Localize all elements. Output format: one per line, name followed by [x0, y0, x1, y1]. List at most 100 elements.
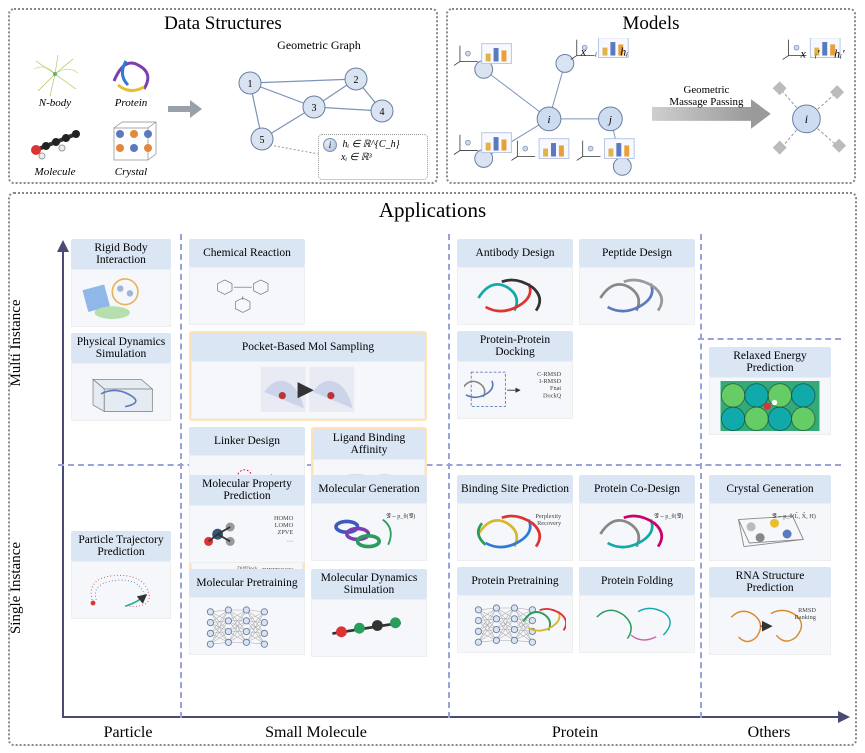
svg-text:𝒢⃗ ∼ p_θ(L̃, X̃, H): 𝒢⃗ ∼ p_θ(L̃, X̃, H)	[772, 511, 816, 519]
svg-text:ZPVE: ZPVE	[277, 529, 293, 536]
app-card-thumb	[579, 595, 695, 653]
svg-text:HOMO: HOMO	[274, 515, 294, 522]
app-card: Crystal Generation 𝒢⃗ ∼ p_θ(L̃, X̃, H)	[709, 475, 831, 561]
app-card-label: Molecular Property Prediction	[189, 475, 305, 505]
svg-text:3: 3	[312, 103, 317, 114]
app-card-thumb: RMSDRanking	[709, 597, 831, 655]
x-label-smallmol: Small Molecule	[188, 724, 444, 742]
x-label-others: Others	[704, 724, 834, 742]
ds-item-label: Crystal	[115, 166, 147, 178]
app-card: Physical Dynamics Simulation	[71, 333, 171, 421]
app-card: Pocket-Based Mol Sampling	[189, 331, 427, 421]
app-card-label: Physical Dynamics Simulation	[71, 333, 171, 363]
app-card-thumb	[579, 267, 695, 325]
app-card-label: Binding Site Prediction	[457, 475, 573, 503]
svg-text:1: 1	[248, 79, 253, 90]
x-label: x⃗ᵢ	[580, 45, 597, 59]
app-card: Protein Pretraining	[457, 567, 573, 653]
app-card-thumb: HOMOLOMOZPVE…	[189, 505, 305, 563]
app-card-label: Molecular Generation	[311, 475, 427, 503]
svg-text:Fnat: Fnat	[550, 385, 561, 392]
x-label-protein: Protein	[452, 724, 698, 742]
ds-item-molecule: Molecule	[18, 111, 92, 178]
app-card: Binding Site PredictionPerplexityRecover…	[457, 475, 573, 561]
app-card-label: Ligand Binding Affinity	[313, 429, 425, 459]
app-card: Particle Trajectory Prediction	[71, 531, 171, 619]
app-card: Molecular Pretraining	[189, 569, 305, 655]
svg-text:i: i	[805, 112, 808, 126]
svg-text:I-RMSD: I-RMSD	[539, 378, 561, 385]
app-card-label: Antibody Design	[457, 239, 573, 267]
app-card-label: Molecular Dynamics Simulation	[311, 569, 427, 599]
svg-text:Ranking: Ranking	[795, 614, 817, 621]
app-card-label: Relaxed Energy Prediction	[709, 347, 831, 377]
models-panel: Models i j	[446, 8, 856, 184]
v-divider-2	[448, 234, 450, 718]
nbody-icon	[28, 51, 82, 97]
svg-text:DockQ: DockQ	[543, 392, 562, 399]
applications-panel: Applications Single Instance Multi Insta…	[8, 192, 857, 746]
app-card-thumb	[71, 561, 171, 619]
feature-h-expr: hᵢ ∈ ℝ^{C_h}	[340, 139, 400, 150]
app-card-label: Protein Co-Design	[579, 475, 695, 503]
protein-icon	[104, 51, 158, 97]
app-card-thumb	[71, 363, 171, 421]
x-axis	[62, 716, 840, 718]
app-card: RNA Structure PredictionRMSDRanking	[709, 567, 831, 655]
app-card-thumb	[191, 361, 425, 419]
svg-text:LOMO: LOMO	[274, 522, 293, 529]
app-card-label: Particle Trajectory Prediction	[71, 531, 171, 561]
app-card-label: Chemical Reaction	[189, 239, 305, 267]
app-card-thumb: C-RMSDI-RMSDFnatDockQ	[457, 361, 573, 419]
geometric-graph-title: Geometric Graph	[206, 38, 432, 53]
svg-text:x⃗ᵢ′: x⃗ᵢ′	[799, 47, 819, 61]
feature-node-icon: i	[323, 138, 337, 152]
app-card: Antibody Design	[457, 239, 573, 325]
app-card-thumb	[71, 269, 171, 327]
svg-text:RMSD: RMSD	[798, 607, 816, 614]
models-title: Models	[448, 10, 854, 35]
app-card-thumb: PerplexityRecovery	[457, 503, 573, 561]
app-card-label: Linker Design	[189, 427, 305, 455]
app-card: Molecular Dynamics Simulation	[311, 569, 427, 657]
app-card-thumb	[709, 377, 831, 435]
region-smallmol-single: Molecular Property PredictionHOMOLOMOZPV…	[186, 472, 446, 660]
app-card: Rigid Body Interaction	[71, 239, 171, 327]
svg-text:Geometric: Geometric	[683, 84, 729, 96]
v-divider-1	[180, 234, 182, 718]
h-label: hᵢ	[620, 45, 628, 59]
svg-text:i: i	[548, 114, 551, 126]
v-divider-3	[700, 234, 702, 718]
app-card-label: Peptide Design	[579, 239, 695, 267]
app-card-thumb: 𝒢̃ ∼ p_θ(𝒢̃)	[311, 503, 427, 561]
app-card-thumb	[457, 595, 573, 653]
crystal-icon	[104, 120, 158, 166]
svg-text:5: 5	[260, 135, 265, 146]
app-card-thumb: 𝒢⃗ ∼ p_θ(L̃, X̃, H)	[709, 503, 831, 561]
app-card-label: Protein Pretraining	[457, 567, 573, 595]
app-card-label: Rigid Body Interaction	[71, 239, 171, 269]
app-card: Molecular Generation 𝒢̃ ∼ p_θ(𝒢̃)	[311, 475, 427, 561]
app-card-thumb	[457, 267, 573, 325]
app-card-label: Pocket-Based Mol Sampling	[191, 333, 425, 361]
region-others-multi: Relaxed Energy Prediction	[706, 344, 838, 438]
region-others-single: Crystal Generation 𝒢⃗ ∼ p_θ(L̃, X̃, H) RNA…	[706, 472, 838, 658]
app-card: Molecular Property PredictionHOMOLOMOZPV…	[189, 475, 305, 563]
app-card-label: Crystal Generation	[709, 475, 831, 503]
y-label-single: Single Instance	[8, 513, 25, 663]
feature-x-expr: xᵢ ∈ ℝ³	[323, 152, 372, 163]
app-card-thumb	[189, 597, 305, 655]
svg-text:C-RMSD: C-RMSD	[537, 371, 562, 378]
models-content: i j x⃗ᵢ hᵢ Geometric Massage Passing	[454, 38, 848, 176]
data-structures-panel: Data Structures N-body Protein Molecule …	[8, 8, 438, 184]
svg-text:…: …	[287, 536, 293, 543]
ds-item-nbody: N-body	[18, 42, 92, 109]
ds-item-crystal: Crystal	[94, 111, 168, 178]
h-divider-others	[698, 338, 841, 340]
app-card: Protein-Protein DockingC-RMSDI-RMSDFnatD…	[457, 331, 573, 419]
region-protein-single: Binding Site PredictionPerplexityRecover…	[454, 472, 698, 656]
svg-text:𝒢̃ ∼ p_θ(𝒢̃): 𝒢̃ ∼ p_θ(𝒢̃)	[386, 513, 415, 520]
app-card-thumb	[189, 267, 305, 325]
region-particle-multi: Rigid Body Interaction Physical Dynamics …	[68, 236, 176, 424]
app-card-label: Molecular Pretraining	[189, 569, 305, 597]
